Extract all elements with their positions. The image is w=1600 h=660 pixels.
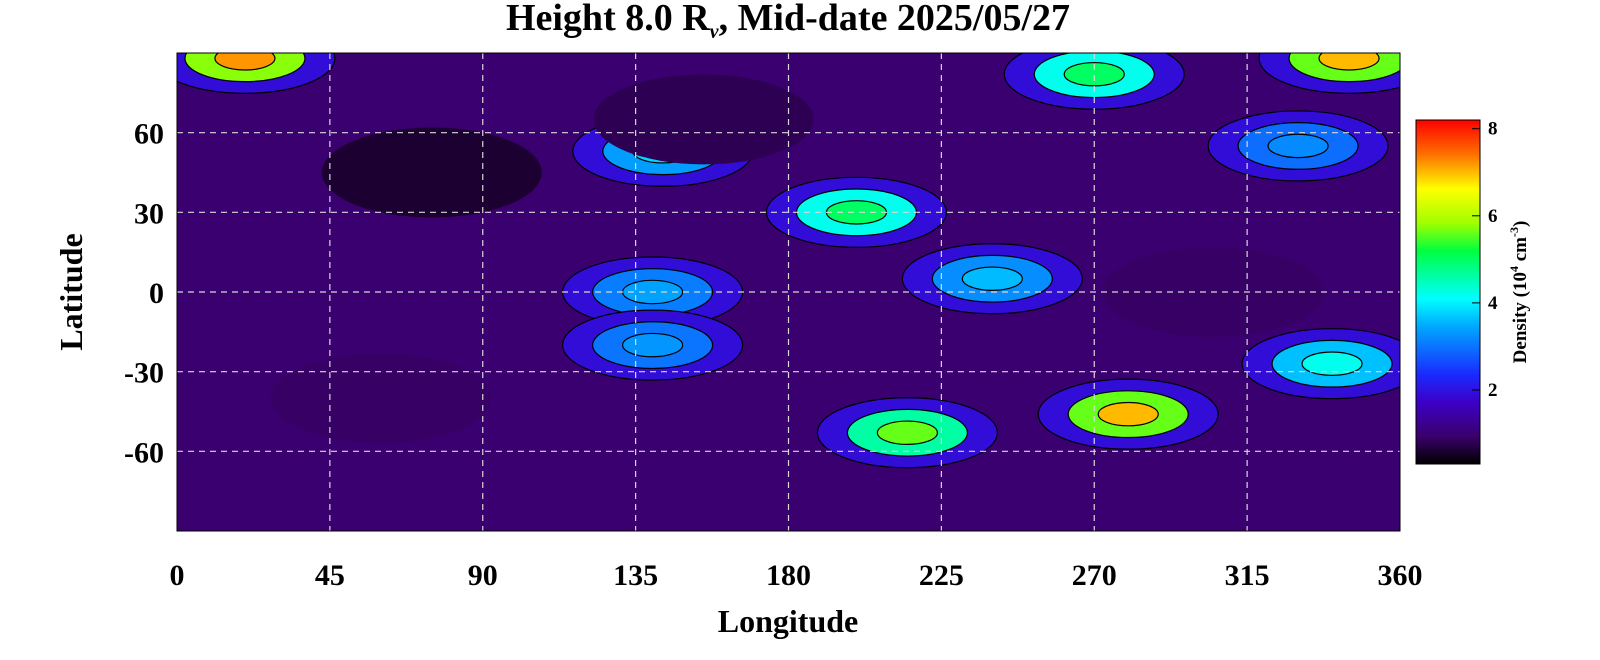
density-feature <box>816 397 999 469</box>
density-feature <box>562 309 744 381</box>
density-feature <box>270 353 491 444</box>
density-feature <box>901 243 1083 315</box>
x-axis-label: Longitude <box>718 603 858 639</box>
x-tick-label: 270 <box>1072 559 1117 592</box>
y-tick-label: -30 <box>124 357 164 390</box>
density-contour-level <box>876 420 939 446</box>
y-tick-label: 30 <box>134 197 164 230</box>
colorbar-tick-label: 4 <box>1488 293 1498 314</box>
colorbar-tick-label: 2 <box>1488 380 1498 401</box>
density-feature <box>321 127 542 218</box>
grid-lines <box>177 53 1400 531</box>
density-contour-level <box>622 332 684 358</box>
x-tick-label: 135 <box>613 559 658 592</box>
density-contour-level <box>1267 133 1329 159</box>
colorbar-scale <box>1415 119 1481 465</box>
colorbar-tick-labels: 2 4 6 8 <box>1472 119 1498 401</box>
density-contour-level <box>825 200 888 225</box>
density-feature <box>1258 53 1400 94</box>
heatmap-plot-area <box>177 53 1400 531</box>
density-contour-level <box>270 353 491 444</box>
y-axis-label: Latitude <box>53 233 89 350</box>
colorbar-tick-label: 8 <box>1488 119 1498 140</box>
density-feature <box>1241 328 1400 400</box>
density-contour-level <box>1097 401 1159 427</box>
density-contour-level <box>1301 351 1363 376</box>
density-contour-level <box>1063 61 1125 87</box>
density-feature <box>593 74 814 165</box>
x-tick-label: 225 <box>919 559 964 592</box>
x-tick-label: 180 <box>766 559 811 592</box>
density-contour-level <box>961 266 1023 291</box>
density-feature <box>765 176 948 248</box>
colorbar: 2 4 6 8 Density (104 cm-3) <box>1415 119 1531 465</box>
x-tick-label: 0 <box>170 559 185 592</box>
y-tick-label: 60 <box>134 118 164 151</box>
colorbar-label: Density (104 cm-3) <box>1507 221 1531 364</box>
y-tick-labels: 60 30 0 -30 -60 <box>124 118 164 470</box>
density-feature-layer <box>177 53 1400 469</box>
density-contour-level <box>1318 53 1380 71</box>
y-tick-label: 0 <box>149 277 164 310</box>
density-feature <box>1207 110 1389 182</box>
y-tick-label: -60 <box>124 436 164 469</box>
density-feature <box>177 53 336 94</box>
plot-frame <box>176 52 1401 532</box>
colorbar-tick-label: 6 <box>1488 206 1498 227</box>
density-contour-level <box>321 127 542 218</box>
x-tick-label: 90 <box>468 559 498 592</box>
x-tick-label: 45 <box>315 559 345 592</box>
x-tick-labels: 0 45 90 135 180 225 270 315 360 <box>170 559 1423 592</box>
density-contour-level <box>214 53 276 71</box>
chart-title: Height 8.0 Rν, Mid-date 2025/05/27 <box>506 0 1070 43</box>
density-contour-level <box>593 74 814 165</box>
density-feature <box>1037 378 1219 450</box>
density-feature <box>1003 53 1185 110</box>
x-tick-label: 360 <box>1378 559 1423 592</box>
x-tick-label: 315 <box>1225 559 1270 592</box>
